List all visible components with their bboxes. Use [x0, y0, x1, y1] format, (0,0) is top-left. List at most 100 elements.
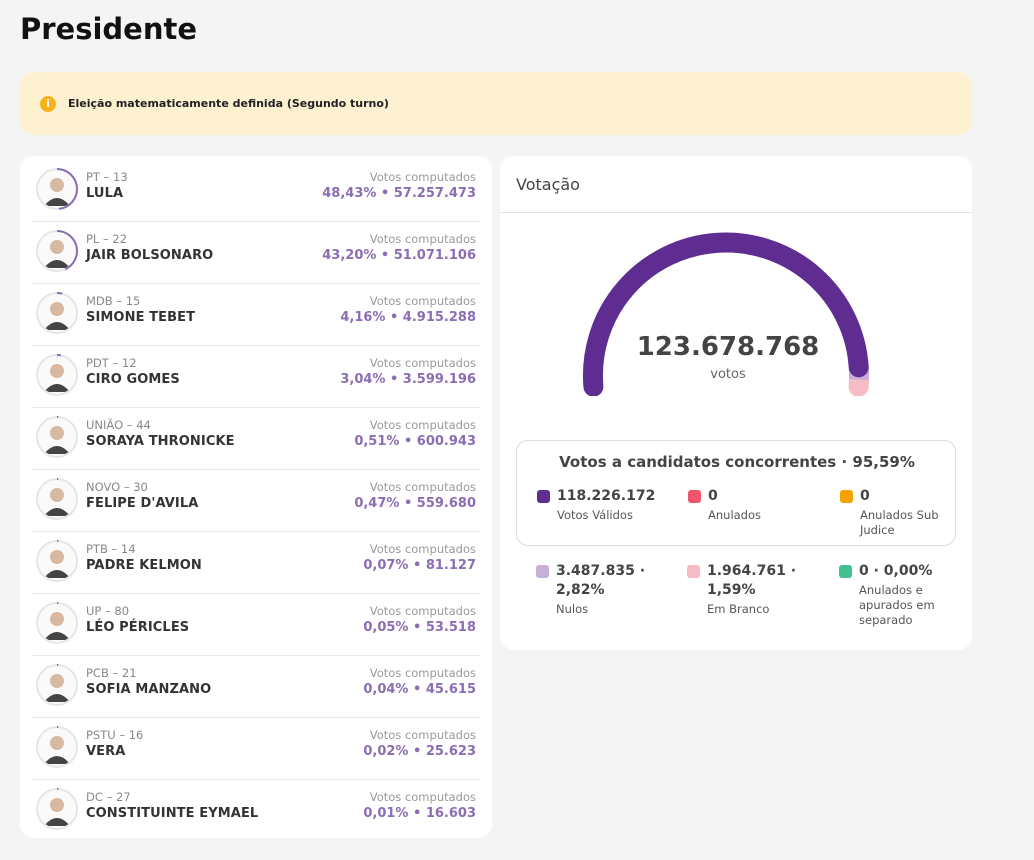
candidate-party: PL – 22 — [86, 232, 128, 246]
person-icon — [44, 488, 70, 516]
vote-share-ring — [56, 664, 59, 667]
candidate-row[interactable]: DC – 27 CONSTITUINTE EYMAEL Votos comput… — [32, 780, 480, 842]
candidate-party: PSTU – 16 — [86, 728, 144, 742]
vote-share-ring — [56, 416, 59, 419]
candidate-row[interactable]: PT – 13 LULA Votos computados 48,43% • 5… — [32, 160, 480, 222]
votes-label: Votos computados — [369, 356, 476, 370]
candidate-name: VERA — [86, 744, 126, 759]
candidate-row[interactable]: PL – 22 JAIR BOLSONARO Votos computados … — [32, 222, 480, 284]
votes-value: 0,02% • 25.623 — [363, 744, 476, 759]
total-votes: 123.678.768 — [636, 332, 820, 362]
stat-label: Nulos — [556, 602, 589, 616]
info-icon: i — [40, 95, 56, 112]
vote-share-ring — [56, 540, 59, 543]
stat-value: 118.226.172 — [557, 488, 656, 504]
summary-title: Votos a candidatos concorrentes · 95,59% — [559, 453, 915, 471]
stat-label: Anulados Sub Judice — [860, 508, 939, 537]
votes-value: 0,47% • 559.680 — [354, 496, 476, 511]
person-icon — [44, 240, 70, 268]
candidate-name: SOFIA MANZANO — [86, 682, 212, 697]
legend-swatch — [840, 490, 853, 503]
vote-share-ring — [56, 292, 63, 295]
votes-label: Votos computados — [369, 604, 476, 618]
candidate-row[interactable]: UNIÃO – 44 SORAYA THRONICKE Votos comput… — [32, 408, 480, 470]
person-icon — [44, 550, 70, 578]
candidate-party: DC – 27 — [86, 790, 131, 804]
candidate-avatar — [36, 664, 78, 706]
candidate-name: JAIR BOLSONARO — [86, 248, 214, 263]
votes-label: Votos computados — [369, 790, 476, 804]
candidate-party: UNIÃO – 44 — [86, 418, 151, 432]
candidate-name: SORAYA THRONICKE — [86, 434, 235, 449]
vote-share-arc — [56, 168, 78, 210]
candidate-row[interactable]: PTB – 14 PADRE KELMON Votos computados 0… — [32, 532, 480, 594]
stat-label: Anulados e apurados em separado — [859, 583, 935, 627]
legend-swatch — [688, 490, 701, 503]
vote-share-ring — [56, 602, 59, 605]
person-icon — [44, 426, 70, 454]
divider — [500, 212, 972, 213]
candidate-name: FELIPE D'AVILA — [86, 496, 199, 511]
candidate-party: PTB – 14 — [86, 542, 136, 556]
votes-value: 4,16% • 4.915.288 — [340, 310, 476, 325]
vote-share-ring — [56, 726, 59, 729]
vote-share-arc — [56, 292, 63, 295]
candidate-name: CIRO GOMES — [86, 372, 180, 387]
votacao-card: Votação 123.678.768 votos Votos a candid… — [500, 156, 972, 650]
votes-label: Votos computados — [369, 294, 476, 308]
vote-share-ring — [56, 788, 59, 791]
candidate-row[interactable]: PCB – 21 SOFIA MANZANO Votos computados … — [32, 656, 480, 718]
votes-label: Votos computados — [369, 232, 476, 246]
candidate-avatar — [36, 602, 78, 644]
votes-label: Votos computados — [369, 480, 476, 494]
candidate-avatar — [36, 788, 78, 830]
votes-value: 43,20% • 51.071.106 — [322, 248, 476, 263]
stat-value: 3.487.835 · 2,82% — [556, 563, 646, 598]
candidate-row[interactable]: UP – 80 LÉO PÉRICLES Votos computados 0,… — [32, 594, 480, 656]
page-title: Presidente — [20, 12, 198, 46]
alert-text: Eleição matematicamente definida (Segund… — [68, 97, 389, 110]
vote-share-ring — [56, 168, 78, 210]
candidate-name: PADRE KELMON — [86, 558, 202, 573]
votes-value: 0,07% • 81.127 — [363, 558, 476, 573]
election-status-alert: i Eleição matematicamente definida (Segu… — [20, 72, 972, 135]
legend-swatch — [537, 490, 550, 503]
candidate-row[interactable]: NOVO – 30 FELIPE D'AVILA Votos computado… — [32, 470, 480, 532]
vote-share-ring — [56, 230, 78, 271]
candidate-party: MDB – 15 — [86, 294, 141, 308]
votes-label: Votos computados — [369, 418, 476, 432]
candidate-row[interactable]: PDT – 12 CIRO GOMES Votos computados 3,0… — [32, 346, 480, 408]
candidate-avatar — [36, 540, 78, 582]
candidate-avatar — [36, 292, 78, 334]
stat-value: 1.964.761 · 1,59% — [707, 563, 797, 598]
votes-value: 0,01% • 16.603 — [363, 806, 476, 821]
votes-label: Votos computados — [369, 666, 476, 680]
stat-value: 0 — [860, 488, 870, 504]
candidate-name: CONSTITUINTE EYMAEL — [86, 806, 259, 821]
candidates-list: PT – 13 LULA Votos computados 48,43% • 5… — [20, 156, 492, 838]
candidate-row[interactable]: PSTU – 16 VERA Votos computados 0,02% • … — [32, 718, 480, 780]
vote-share-ring — [56, 478, 59, 481]
person-icon — [44, 364, 70, 392]
candidate-name: SIMONE TEBET — [86, 310, 196, 325]
candidate-avatar — [36, 478, 78, 520]
candidate-row[interactable]: MDB – 15 SIMONE TEBET Votos computados 4… — [32, 284, 480, 346]
candidate-party: PT – 13 — [86, 170, 128, 184]
votes-label: Votos computados — [369, 170, 476, 184]
candidate-name: LÉO PÉRICLES — [86, 620, 190, 635]
candidate-name: LULA — [86, 186, 124, 201]
legend-swatch — [536, 565, 549, 578]
votes-value: 0,05% • 53.518 — [363, 620, 476, 635]
vote-share-arc — [56, 230, 78, 271]
stat-value: 0 · 0,00% — [859, 563, 933, 579]
person-icon — [44, 178, 70, 206]
person-icon — [44, 674, 70, 702]
candidate-avatar — [36, 416, 78, 458]
stat-label: Votos Válidos — [557, 508, 633, 522]
concurrent-votes-summary: Votos a candidatos concorrentes · 95,59%… — [516, 440, 956, 546]
total-votes-unit: votos — [710, 367, 746, 382]
votes-label: Votos computados — [369, 728, 476, 742]
candidate-party: UP – 80 — [86, 604, 130, 618]
votes-value: 0,04% • 45.615 — [363, 682, 476, 697]
votes-gauge — [582, 232, 869, 396]
